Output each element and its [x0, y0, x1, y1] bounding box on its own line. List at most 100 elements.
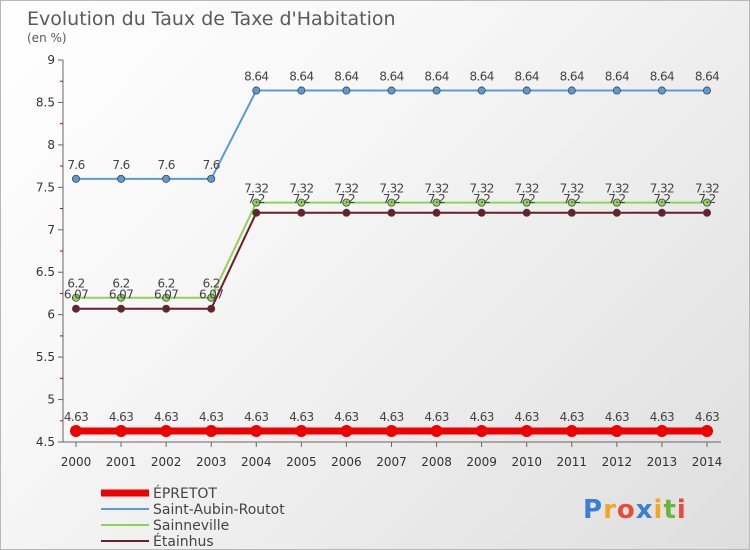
- data-point: [385, 424, 398, 437]
- legend-item: Sainneville: [101, 518, 229, 534]
- data-label: 8.64: [289, 70, 313, 84]
- data-label: 4.63: [650, 410, 674, 424]
- data-label: 8.64: [334, 70, 358, 84]
- data-label: 8.64: [695, 70, 719, 84]
- data-point: [477, 86, 486, 95]
- data-label: 7.32: [289, 182, 313, 196]
- x-tick-label: 2010: [511, 455, 542, 469]
- data-label: 6.07: [64, 288, 88, 302]
- data-point: [703, 208, 712, 217]
- data-label: 6.2: [112, 277, 129, 291]
- x-tick-group: 2000 2001 2002 2003 2004 2005 2006 2007 2008 2009…: [61, 442, 723, 469]
- data-label: 4.63: [64, 410, 88, 424]
- logo-letter: t: [663, 495, 676, 525]
- data-label: 7.6: [203, 158, 220, 172]
- legend-item: Saint-Aubin-Routot: [101, 502, 285, 518]
- data-label: 4.63: [469, 410, 493, 424]
- proxiti-logo: Proxiti: [583, 495, 687, 525]
- logo-text: Proxiti: [583, 495, 687, 525]
- data-label: 7.32: [560, 182, 584, 196]
- data-point: [252, 86, 261, 95]
- data-label: 4.63: [695, 410, 719, 424]
- legend-label: Sainneville: [153, 518, 229, 534]
- series-sainneville: 6.2 6.2 6.2 6.2 7.32 7.32 7.32 7.32 7.32 7.32 7.32…: [67, 182, 720, 302]
- data-point: [567, 208, 576, 217]
- data-label: 4.63: [154, 410, 178, 424]
- data-label: 8.64: [605, 70, 629, 84]
- data-point: [565, 424, 578, 437]
- data-label: 4.63: [424, 410, 448, 424]
- data-label: 7.32: [650, 182, 674, 196]
- data-point: [655, 424, 668, 437]
- data-label: 4.63: [379, 410, 403, 424]
- data-point: [72, 293, 81, 302]
- data-label: 4.63: [199, 410, 223, 424]
- data-point: [657, 198, 666, 207]
- y-tick-label: 4.5: [36, 435, 55, 449]
- x-tick-label: 2013: [647, 455, 678, 469]
- data-point: [567, 198, 576, 207]
- data-point: [477, 208, 486, 217]
- data-point: [387, 208, 396, 217]
- data-label: 7.2: [698, 192, 715, 206]
- data-label: 8.64: [424, 70, 448, 84]
- data-point: [657, 208, 666, 217]
- legend-label: Étainhus: [153, 533, 214, 549]
- data-label: 7.32: [424, 182, 448, 196]
- data-label: 7.2: [518, 192, 535, 206]
- data-point: [703, 86, 712, 95]
- x-tick-label: 2000: [61, 455, 92, 469]
- data-label: 7.2: [293, 192, 310, 206]
- x-tick-label: 2011: [557, 455, 588, 469]
- data-point: [207, 174, 216, 183]
- data-label: 7.32: [469, 182, 493, 196]
- data-point: [342, 208, 351, 217]
- logo-letter: P: [583, 495, 603, 525]
- logo-letter: i: [654, 495, 664, 525]
- data-label: 4.63: [515, 410, 539, 424]
- series-saint-aubin-routot: 7.6 7.6 7.6 7.6 8.64 8.64 8.64 8.64 8.64 8.64 8.64…: [67, 70, 720, 183]
- data-point: [117, 293, 126, 302]
- data-label: 8.64: [469, 70, 493, 84]
- y-tick-label: 8.5: [36, 95, 55, 109]
- logo-letter: x: [636, 495, 654, 525]
- data-point: [657, 86, 666, 95]
- data-point: [522, 86, 531, 95]
- data-point: [297, 208, 306, 217]
- data-label: 4.63: [334, 410, 358, 424]
- data-point: [387, 198, 396, 207]
- data-point: [387, 86, 396, 95]
- data-label: 7.32: [244, 182, 268, 196]
- data-label: 4.63: [244, 410, 268, 424]
- y-tick-label: 6: [47, 308, 55, 322]
- data-point: [567, 86, 576, 95]
- data-point: [342, 86, 351, 95]
- legend-item: Étainhus: [101, 533, 214, 549]
- data-label: 8.64: [379, 70, 403, 84]
- data-point: [477, 198, 486, 207]
- data-point: [252, 208, 261, 217]
- y-tick-label: 6.5: [36, 265, 55, 279]
- data-label: 7.2: [338, 192, 355, 206]
- x-tick-label: 2001: [106, 455, 137, 469]
- chart-subtitle: (en %): [27, 31, 67, 45]
- data-point: [612, 198, 621, 207]
- data-point: [162, 293, 171, 302]
- data-label: 7.2: [428, 192, 445, 206]
- data-point: [205, 424, 218, 437]
- data-label: 7.2: [473, 192, 490, 206]
- y-tick-label: 8: [47, 138, 55, 152]
- data-label: 6.2: [67, 277, 84, 291]
- data-label: 7.2: [653, 192, 670, 206]
- data-point: [340, 424, 353, 437]
- x-tick-label: 2014: [692, 455, 723, 469]
- data-point: [162, 304, 171, 313]
- data-label: 7.32: [379, 182, 403, 196]
- data-label: 6.2: [203, 277, 220, 291]
- x-tick-label: 2009: [466, 455, 497, 469]
- y-tick-label: 7: [47, 223, 55, 237]
- data-point: [610, 424, 623, 437]
- data-point: [522, 198, 531, 207]
- y-tick-label: 7.5: [36, 180, 55, 194]
